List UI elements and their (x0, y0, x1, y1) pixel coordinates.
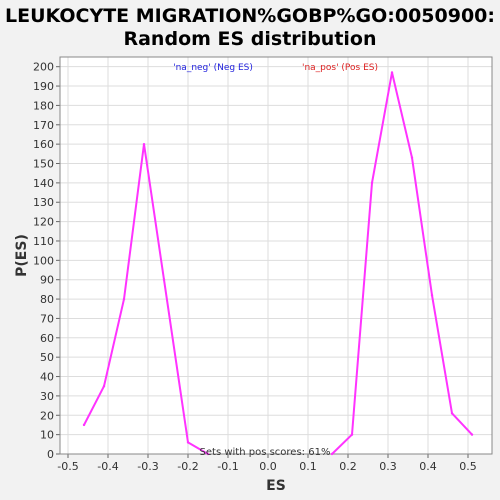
y-tick-label: 200 (33, 61, 54, 74)
data-point (350, 433, 354, 436)
data-point (330, 452, 334, 456)
y-tick-label: 150 (33, 158, 54, 171)
x-tick-label: 0.3 (379, 460, 397, 473)
data-point (142, 142, 146, 146)
series-line-2 (331, 72, 473, 455)
plot-area (60, 57, 492, 454)
y-tick-label: 160 (33, 138, 54, 151)
x-tick-label: 0.4 (419, 460, 437, 473)
data-point (370, 181, 374, 185)
x-tick-label: 0.2 (339, 460, 357, 473)
data-point (450, 412, 454, 415)
data-point (162, 278, 166, 281)
y-tick-label: 140 (33, 177, 54, 190)
legend-neg-label: 'na_neg' (Neg ES) (173, 63, 253, 73)
y-tick-label: 30 (40, 390, 54, 403)
y-tick-label: 80 (40, 293, 54, 306)
chart-title-line2: Random ES distribution (123, 28, 377, 50)
y-tick-label: 130 (33, 196, 54, 209)
y-tick-label: 50 (40, 351, 54, 364)
data-point (186, 441, 190, 444)
x-tick-label: 0.0 (259, 460, 277, 473)
x-tick-label: -0.3 (137, 460, 158, 473)
y-tick-label: 40 (40, 371, 54, 384)
legend-pos-label: 'na_pos' (Pos ES) (302, 63, 378, 73)
data-point (82, 423, 86, 427)
y-tick-label: 0 (47, 448, 54, 461)
data-point (430, 294, 434, 297)
y-tick-label: 100 (33, 254, 54, 267)
plot-border (59, 56, 493, 455)
data-point (470, 433, 474, 436)
y-tick-label: 10 (40, 429, 54, 442)
chart-title-line1: LEUKOCYTE MIGRATION%GOBP%GO:0050900: (4, 5, 496, 27)
x-tick-label: -0.2 (177, 460, 198, 473)
y-tick-label: 120 (33, 216, 54, 229)
data-point (410, 156, 414, 159)
x-axis-title: ES (266, 478, 286, 494)
x-tick-label: -0.5 (57, 460, 78, 473)
x-tick-label: -0.1 (217, 460, 238, 473)
y-tick-label: 190 (33, 80, 54, 93)
data-point (102, 385, 106, 388)
y-tick-label: 70 (40, 312, 54, 325)
data-point (206, 452, 210, 456)
y-tick-label: 170 (33, 119, 54, 132)
y-tick-label: 110 (33, 235, 54, 248)
y-tick-label: 60 (40, 332, 54, 345)
data-point (122, 297, 126, 301)
y-tick-label: 90 (40, 274, 54, 287)
data-point (390, 71, 394, 74)
y-axis-title: P(ES) (14, 234, 30, 277)
pos-scores-annotation: Sets with pos scores: 61% (200, 447, 331, 458)
x-tick-label: 0.1 (299, 460, 317, 473)
x-tick-label: 0.5 (459, 460, 477, 473)
y-tick-label: 20 (40, 409, 54, 422)
y-tick-label: 180 (33, 99, 54, 112)
x-tick-label: -0.4 (97, 460, 118, 473)
